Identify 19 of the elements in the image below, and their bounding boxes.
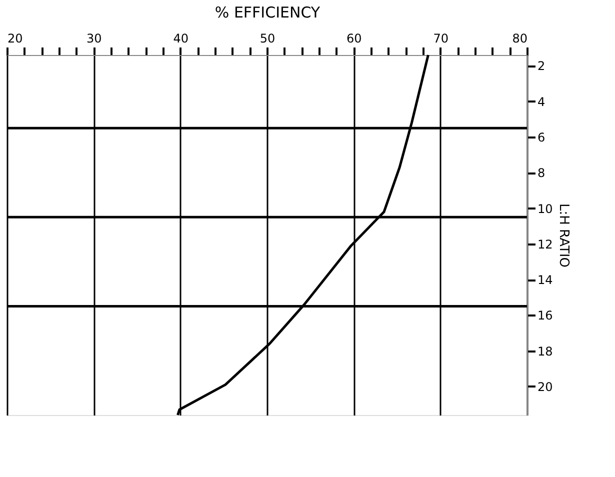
y-tick-label: 2 — [538, 59, 546, 74]
x-tick-label: 70 — [433, 32, 448, 46]
y-tick-label: 18 — [538, 344, 553, 358]
x-tick-label: 20 — [8, 32, 23, 46]
x-tick-label: 60 — [346, 32, 362, 46]
x-axis-title: % EFFICIENCY — [214, 4, 321, 22]
y-tick-label: 14 — [538, 273, 553, 288]
y-tick-label: 12 — [538, 237, 553, 252]
y-tick-label: 10 — [538, 202, 553, 216]
y-axis-title: L:H RATIO — [556, 204, 571, 268]
y-tick-label: 16 — [538, 308, 553, 323]
y-tick-label: 6 — [538, 130, 546, 144]
x-tick-label: 80 — [512, 32, 528, 46]
y-tick-label: 20 — [538, 380, 553, 394]
y-tick-label: 8 — [538, 166, 546, 180]
x-tick-label: 50 — [260, 32, 276, 46]
y-tick-label: 4 — [538, 94, 546, 109]
x-tick-label: 30 — [86, 32, 102, 46]
x-tick-label: 40 — [173, 32, 188, 46]
